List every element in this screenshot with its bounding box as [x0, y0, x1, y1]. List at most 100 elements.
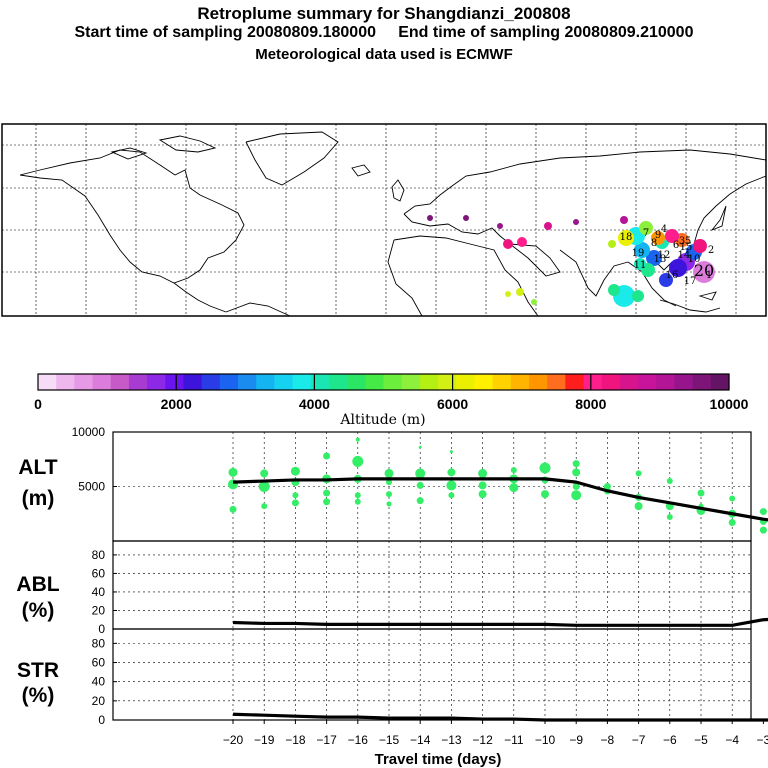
- plume-blob: [659, 273, 673, 287]
- centroid-label: 4: [661, 224, 667, 235]
- plume-blob: [503, 239, 513, 249]
- cluster-point: [759, 508, 767, 516]
- centroid-label: 13: [654, 254, 667, 265]
- cluster-point: [416, 497, 424, 505]
- cluster-point: [478, 490, 487, 499]
- map-coastlines: [19, 131, 767, 317]
- colorbar-swatch: [638, 374, 657, 390]
- x-tick-label: −13: [441, 733, 462, 747]
- plume-blob: [517, 237, 527, 247]
- cluster-point: [666, 514, 673, 521]
- colorbar-title: Altitude (m): [339, 412, 425, 428]
- plume-blob: [531, 299, 537, 305]
- plume-blob: [505, 291, 511, 297]
- y-tick-label: 10000: [72, 425, 106, 439]
- cluster-point: [729, 495, 736, 502]
- colorbar-swatch: [74, 374, 94, 390]
- plume-blob: [608, 240, 616, 248]
- cluster-point: [323, 498, 331, 506]
- cluster-point: [260, 469, 269, 478]
- centroid-label: 17: [684, 276, 697, 287]
- cluster-point: [539, 462, 551, 474]
- cluster-point: [386, 479, 392, 486]
- colorbar-swatch: [201, 374, 221, 390]
- colorbar-swatch: [692, 374, 712, 390]
- y-axis-unit: (m): [22, 487, 55, 510]
- alt-panel: 10000 5000 ALT (m): [18, 425, 768, 542]
- colorbar-swatch: [456, 374, 476, 390]
- plume-blob: [646, 250, 662, 266]
- colorbar-swatch: [547, 374, 566, 390]
- colorbar-tick-label: 8000: [575, 396, 606, 412]
- x-tick-label: −15: [379, 733, 400, 747]
- cluster-point: [449, 450, 453, 454]
- plume-blob: [669, 259, 687, 277]
- x-axis: −20 −19 −18 −17 −16 −15 −14 −13 −12 −11 −10 −9 −8 −7 −…: [223, 720, 768, 768]
- colorbar-swatch: [365, 374, 385, 390]
- series-line: [232, 712, 768, 722]
- colorbar-swatch: [601, 374, 621, 390]
- coast-japan: [710, 205, 727, 232]
- plume-blob: [516, 288, 524, 296]
- cluster-point: [759, 526, 767, 534]
- cluster-point: [261, 503, 268, 510]
- colorbar-swatch: [165, 374, 185, 390]
- colorbar-swatch: [492, 374, 512, 390]
- colorbar-swatch: [583, 374, 603, 390]
- colorbar-swatch: [438, 374, 457, 390]
- x-tick-label: −6: [663, 733, 677, 747]
- y-axis-label: ABL: [16, 573, 59, 596]
- cluster-point: [572, 483, 580, 490]
- coast-central-america: [173, 282, 227, 313]
- centroid-label: 2: [708, 245, 714, 256]
- centroid-label: 18: [620, 232, 633, 243]
- cluster-point: [666, 478, 673, 485]
- centroid-label: 16: [666, 270, 679, 281]
- colorbar-swatch: [656, 374, 676, 390]
- cluster-point: [510, 467, 517, 474]
- colorbar-swatch: [128, 374, 148, 390]
- x-tick-label: −8: [601, 733, 615, 747]
- colorbar-tick-label: 2000: [161, 396, 192, 412]
- cluster-point: [258, 481, 270, 492]
- colorbar-swatch: [347, 374, 366, 390]
- x-tick-label: −5: [694, 733, 708, 747]
- colorbar-swatch: [310, 374, 330, 390]
- x-tick-label: −9: [569, 733, 583, 747]
- plume-blob: [573, 219, 579, 225]
- cluster-point: [323, 489, 331, 497]
- altitude-colorbar: 0 2000 4000 6000 8000 10000 Altitude (m): [34, 373, 749, 428]
- abl-panel: 80 60 40 20 0 ABL (%): [16, 540, 768, 636]
- x-tick-label: −17: [316, 733, 337, 747]
- y-axis-label: STR: [17, 659, 59, 682]
- cluster-point: [572, 460, 580, 468]
- colorbar-swatch: [56, 374, 75, 390]
- colorbar-swatch: [528, 374, 548, 390]
- cluster-point: [697, 489, 705, 497]
- centroid-label: 5: [685, 236, 691, 247]
- x-tick-label: −12: [472, 733, 493, 747]
- centroid-label: 19: [632, 248, 645, 259]
- x-tick-label: −10: [535, 733, 556, 747]
- y-tick-label: 20: [92, 603, 106, 617]
- colorbar-swatch: [565, 374, 585, 390]
- y-tick-label: 0: [98, 713, 105, 727]
- colorbar-frame: [37, 373, 730, 391]
- plume-blob: [632, 290, 644, 302]
- coast-europe: [403, 149, 767, 215]
- colorbar-tick-label: 6000: [437, 396, 468, 412]
- cluster-point: [290, 466, 300, 476]
- x-tick-label: −20: [223, 733, 244, 747]
- sampling-times: Start time of sampling 20080809.180000 E…: [74, 24, 694, 41]
- coast-north-america: [19, 149, 245, 284]
- cluster-point: [634, 502, 643, 511]
- coast-arabia: [508, 243, 561, 277]
- cluster-point: [229, 505, 237, 513]
- cluster-point: [354, 492, 361, 499]
- colorbar-swatch: [328, 374, 348, 390]
- panel-frame: [112, 628, 752, 721]
- plume-blob: [634, 242, 650, 258]
- cluster-point: [635, 470, 642, 477]
- y-tick-label: 20: [92, 694, 106, 708]
